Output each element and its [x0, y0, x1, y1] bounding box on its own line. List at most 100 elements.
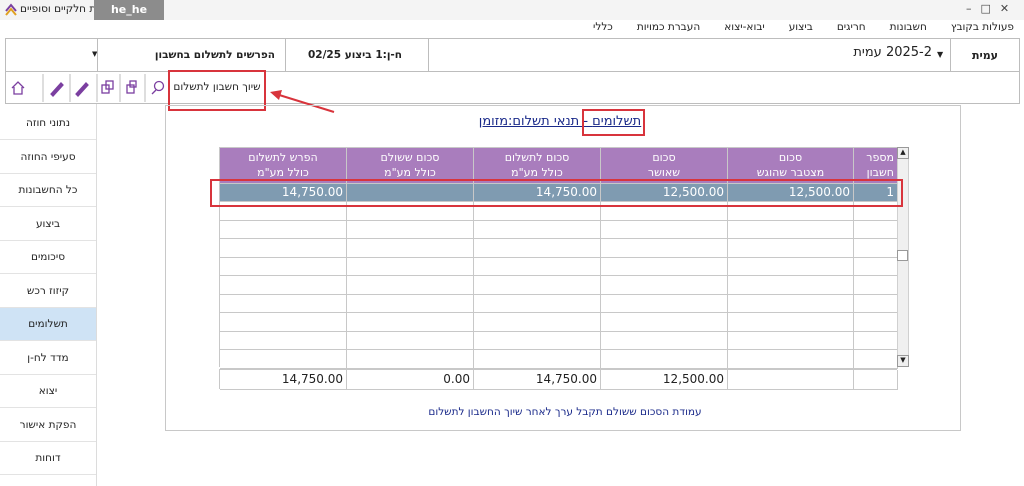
total-cell: [854, 370, 898, 390]
empty-cell[interactable]: [728, 313, 854, 332]
empty-cell[interactable]: [601, 294, 728, 313]
empty-cell[interactable]: [474, 294, 601, 313]
edit-icon[interactable]: [50, 82, 64, 97]
period-select[interactable]: 2025-2 עמית: [853, 45, 932, 60]
empty-cell[interactable]: [728, 257, 854, 276]
table-cell[interactable]: 14,750.00: [220, 184, 347, 202]
dropdown-arrow[interactable]: ▼: [92, 50, 98, 58]
table-cell[interactable]: 12,500.00: [601, 184, 728, 202]
empty-cell[interactable]: [347, 313, 474, 332]
sidebar-item[interactable]: תשלומים: [0, 308, 96, 341]
table-cell[interactable]: [347, 184, 474, 202]
empty-cell[interactable]: [854, 257, 898, 276]
sidebar-item[interactable]: הפקת אישור: [0, 409, 96, 442]
empty-cell[interactable]: [601, 331, 728, 350]
empty-cell[interactable]: [728, 220, 854, 239]
menu-item[interactable]: ביצוע: [788, 21, 813, 33]
empty-cell[interactable]: [347, 350, 474, 369]
empty-cell[interactable]: [474, 239, 601, 258]
tab[interactable]: he_he: [94, 0, 164, 20]
empty-cell[interactable]: [728, 239, 854, 258]
empty-cell[interactable]: [601, 276, 728, 295]
empty-cell[interactable]: [854, 276, 898, 295]
empty-cell[interactable]: [220, 220, 347, 239]
menu-item[interactable]: כללי: [593, 21, 613, 33]
edit-icon[interactable]: [75, 82, 89, 97]
scroll-down[interactable]: ▼: [897, 355, 909, 367]
table-cell[interactable]: 12,500.00: [728, 184, 854, 202]
checkbox[interactable]: [897, 250, 908, 261]
column-header[interactable]: סכום ששולם כולל מע"מ: [347, 148, 474, 184]
empty-cell[interactable]: [728, 350, 854, 369]
view-select[interactable]: הפרשים לתשלום בחשבון: [154, 49, 275, 61]
sidebar-item[interactable]: דוחות: [0, 442, 96, 475]
column-header[interactable]: סכום לתשלום כולל מע"מ: [474, 148, 601, 184]
divider: [950, 38, 951, 72]
sidebar-item[interactable]: סעיפי החוזה: [0, 141, 96, 174]
scroll-up[interactable]: ▲: [897, 147, 909, 159]
empty-cell[interactable]: [728, 294, 854, 313]
sidebar-item[interactable]: קיזוז רכש: [0, 275, 96, 308]
empty-cell[interactable]: [347, 239, 474, 258]
empty-cell[interactable]: [347, 220, 474, 239]
empty-cell[interactable]: [347, 276, 474, 295]
empty-cell[interactable]: [474, 257, 601, 276]
empty-cell[interactable]: [220, 294, 347, 313]
empty-cell[interactable]: [601, 313, 728, 332]
empty-cell[interactable]: [601, 350, 728, 369]
menu-item[interactable]: יבוא-יצוא: [724, 21, 765, 33]
sidebar-item[interactable]: סיכומים: [0, 241, 96, 274]
column-header[interactable]: מספר חשבון: [854, 148, 898, 184]
empty-cell[interactable]: [601, 257, 728, 276]
empty-cell[interactable]: [347, 331, 474, 350]
empty-cell[interactable]: [474, 331, 601, 350]
empty-cell[interactable]: [220, 313, 347, 332]
empty-cell[interactable]: [854, 313, 898, 332]
empty-cell[interactable]: [728, 276, 854, 295]
empty-cell[interactable]: [347, 202, 474, 221]
menu-item[interactable]: חשבונות: [889, 21, 927, 33]
window-controls[interactable]: –□✕: [966, 2, 1019, 15]
empty-cell[interactable]: [854, 350, 898, 369]
empty-cell[interactable]: [601, 202, 728, 221]
menu-item[interactable]: פעולות בקובץ: [950, 21, 1014, 33]
empty-cell[interactable]: [601, 239, 728, 258]
empty-cell[interactable]: [474, 350, 601, 369]
empty-cell[interactable]: [854, 239, 898, 258]
empty-cell[interactable]: [220, 257, 347, 276]
menu-item[interactable]: חריגים: [836, 21, 866, 33]
empty-cell[interactable]: [728, 331, 854, 350]
empty-cell[interactable]: [220, 331, 347, 350]
column-header[interactable]: סכום מצטבר שהוגש: [728, 148, 854, 184]
empty-cell[interactable]: [854, 331, 898, 350]
home-icon[interactable]: [11, 81, 25, 95]
menu-item[interactable]: העברת כמויות: [636, 21, 701, 33]
empty-cell[interactable]: [854, 294, 898, 313]
total-cell: 14,750.00: [220, 370, 347, 390]
empty-cell[interactable]: [601, 220, 728, 239]
empty-cell[interactable]: [474, 220, 601, 239]
sidebar-item[interactable]: יצוא: [0, 375, 96, 408]
empty-cell[interactable]: [220, 239, 347, 258]
sidebar-item[interactable]: כל החשבונות: [0, 174, 96, 207]
sidebar-item[interactable]: ביצוע: [0, 208, 96, 241]
empty-cell[interactable]: [220, 276, 347, 295]
assign-button[interactable]: שיוך חשבון לתשלום: [173, 81, 261, 93]
empty-cell[interactable]: [220, 350, 347, 369]
sidebar-item[interactable]: מדד לח-ן: [0, 342, 96, 375]
empty-cell[interactable]: [474, 313, 601, 332]
sidebar-item[interactable]: נתוני חוזה: [0, 107, 96, 140]
empty-cell[interactable]: [347, 294, 474, 313]
column-header[interactable]: סכום שאושר: [601, 148, 728, 184]
search-icon[interactable]: [153, 80, 165, 92]
empty-cell[interactable]: [474, 276, 601, 295]
empty-cell[interactable]: [728, 202, 854, 221]
empty-cell[interactable]: [347, 257, 474, 276]
dropdown-arrow[interactable]: ▼: [937, 50, 944, 59]
column-header[interactable]: הפרש לתשלום כולל מע"מ: [220, 148, 347, 184]
empty-cell[interactable]: [854, 220, 898, 239]
empty-cell[interactable]: [220, 202, 347, 221]
table-cell[interactable]: 14,750.00: [474, 184, 601, 202]
empty-cell[interactable]: [474, 202, 601, 221]
